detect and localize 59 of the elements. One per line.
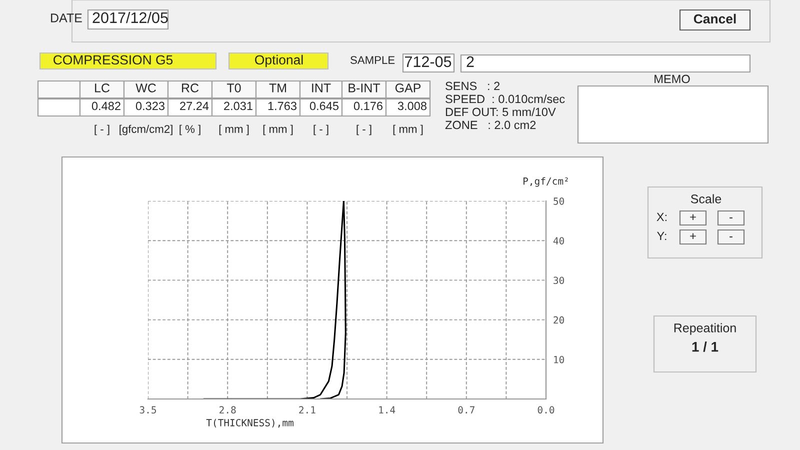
text: TM [269, 84, 286, 92]
text: ZONE : 2.0 cm2 [445, 120, 536, 130]
y-tick-label: 10 [554, 356, 564, 364]
x-tick-label: 0.7 [458, 406, 474, 414]
text: 27.24 [180, 102, 209, 110]
text: T0 [226, 84, 241, 92]
text: [ - ] [314, 124, 328, 136]
y-tick-label: 30 [554, 276, 564, 284]
x-tick-label: 1.4 [379, 406, 396, 414]
text: 1.763 [268, 102, 296, 110]
text: Scale [690, 194, 722, 204]
text: Optional [255, 54, 303, 68]
text: [ mm ] [263, 124, 293, 136]
text: + [690, 233, 696, 240]
text: Repeatition [674, 323, 736, 335]
text: 2017/12/05 [92, 12, 168, 24]
x-tick-label: 2.8 [220, 406, 236, 414]
x-tick-label: 3.5 [140, 406, 156, 414]
text: 3.008 [398, 102, 426, 110]
text: SPEED : 0.010cm/sec [446, 94, 565, 104]
text: 0.176 [354, 102, 382, 110]
text: SAMPLE [350, 56, 395, 64]
text: B-INT [348, 84, 380, 92]
text: 0.645 [310, 102, 339, 110]
text: Cancel [694, 14, 736, 24]
text: [ % ] [180, 124, 200, 136]
text: 1 / 1 [692, 342, 718, 352]
x-tick-label: 2.1 [299, 406, 316, 414]
text: - [730, 236, 732, 238]
text: 712-05 [405, 56, 452, 68]
text: [ mm ] [393, 124, 423, 136]
y-tick-label: 40 [553, 237, 564, 244]
text: COMPRESSION G5 [54, 55, 173, 65]
text: [ - ] [94, 124, 110, 136]
y-tick-label: 20 [554, 316, 564, 324]
x-axis-title: T(THICKNESS),mm [206, 418, 294, 428]
text: Y: [657, 232, 666, 240]
x-tick-label: 0.0 [538, 406, 554, 414]
text: WC [136, 84, 156, 92]
text: 0.323 [136, 102, 164, 110]
y-axis-title: P,gf/cm² [524, 177, 568, 187]
text: DATE [51, 14, 82, 22]
text: [gfcm/cm2] [120, 124, 172, 136]
text: MEMO [654, 74, 690, 84]
text: LC [95, 84, 110, 92]
text: GAP [395, 84, 421, 92]
text: X: [656, 212, 666, 222]
text: DEF OUT: 5 mm/10V [446, 107, 556, 116]
text: SENS : 2 [446, 82, 500, 90]
text: 0.482 [92, 102, 120, 110]
text: RC [182, 84, 199, 92]
text: - [730, 217, 732, 218]
text: [ mm ] [219, 124, 249, 136]
text: 2.031 [224, 102, 252, 110]
text: [ - ] [356, 124, 372, 136]
text: INT [312, 84, 331, 92]
y-tick-label: 50 [554, 198, 564, 205]
text: + [690, 214, 696, 220]
text: 2 [466, 56, 474, 67]
